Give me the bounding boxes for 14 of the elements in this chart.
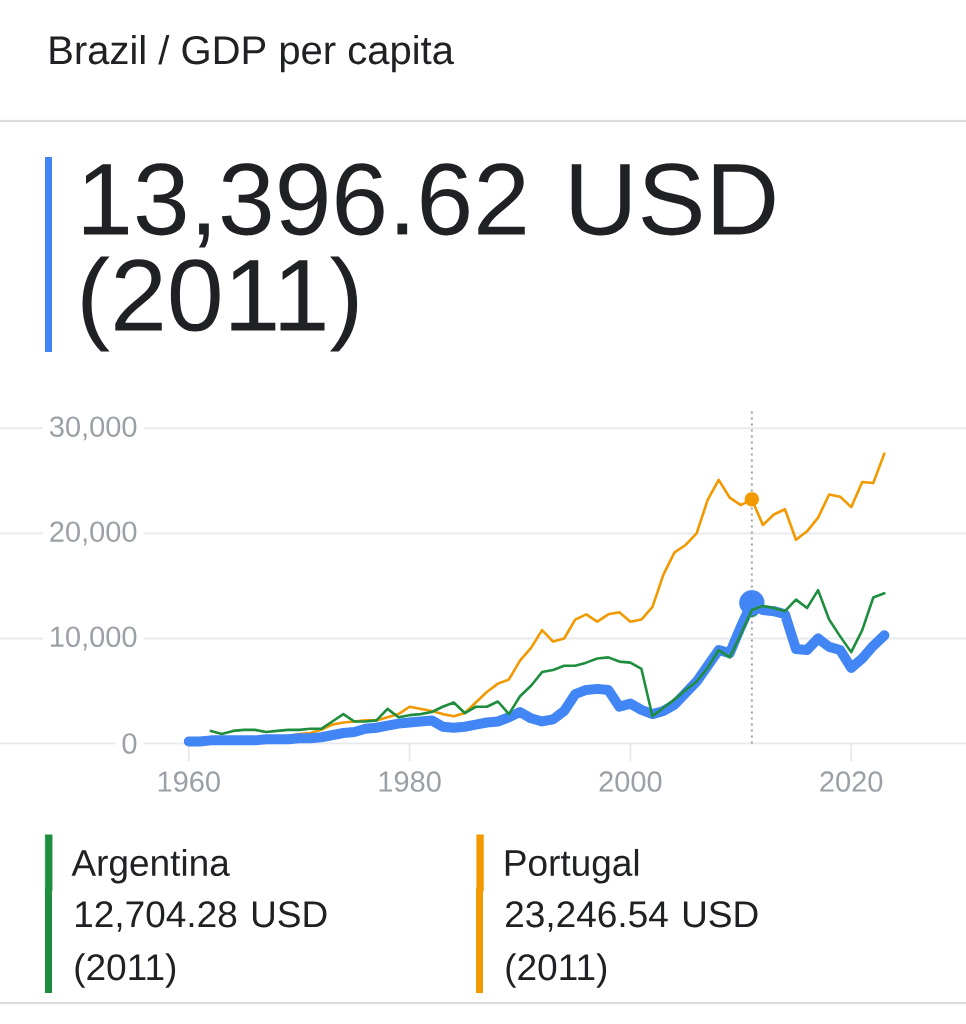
y-tick-label: 20,000 [50, 521, 137, 546]
legend-label: Argentina [71, 848, 230, 884]
legend-label: Portugal [505, 848, 639, 884]
chart-title: Brazil / GDP per capita [50, 35, 454, 73]
text: 23,246.54 USD (2011) [506, 901, 758, 988]
x-tick-label: 1980 [379, 771, 441, 792]
text: 13,396.62 USD (2011) [82, 163, 775, 352]
x-tick-label: 2020 [820, 771, 883, 792]
x-tick-label: 2000 [599, 771, 662, 792]
y-tick-label: 30,000 [49, 416, 137, 441]
x-tick-label: 1960 [158, 771, 220, 792]
y-tick-label: 10,000 [51, 626, 137, 651]
y-tick-label: 0 [122, 733, 137, 754]
text: 12,704.28 USD (2011) [75, 901, 327, 988]
